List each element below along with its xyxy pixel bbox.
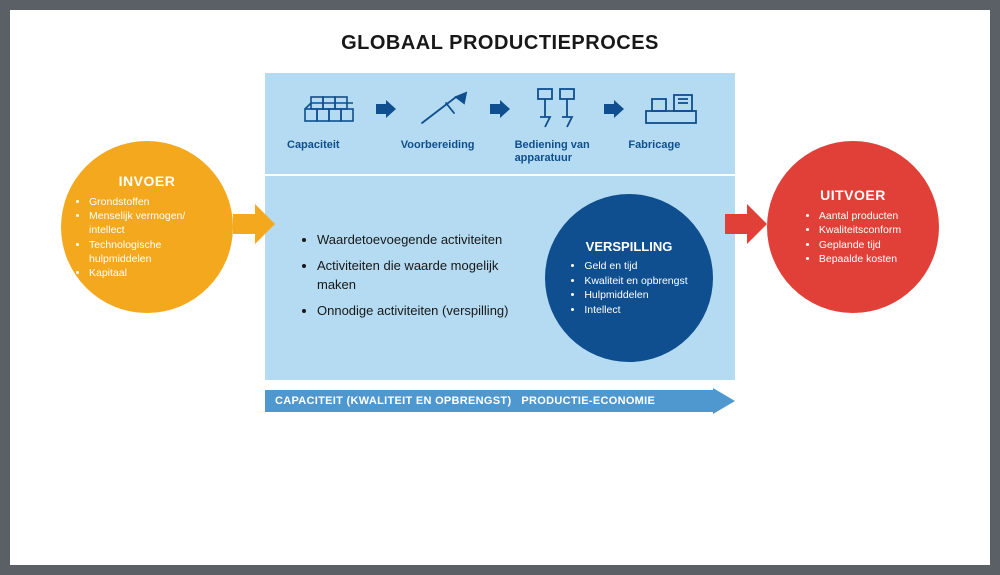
input-item: Technologische hulpmiddelen [89,238,219,266]
activity-item: Onnodige activiteiten (verspilling) [317,301,525,321]
footer-arrow: CAPACITEIT (KWALITEIT EN OPBRENGST) PROD… [265,388,735,414]
waste-list: Geld en tijd Kwaliteit en opbrengst Hulp… [570,259,687,318]
stage-label: Capaciteit [287,139,372,152]
output-circle: UITVOER Aantal producten Kwaliteitsconfo… [767,141,939,313]
stages-band: Capaciteit [265,73,735,176]
output-item: Kwaliteitsconform [819,223,901,237]
stage-fabricage: Fabricage [628,87,713,152]
arrow-right-icon [725,202,767,246]
output-item: Geplande tijd [819,238,901,252]
activity-item: Activiteiten die waarde mogelijk maken [317,256,525,295]
stage-arrow-icon [603,87,624,131]
stage-capaciteit: Capaciteit [287,87,372,152]
waste-heading: VERSPILLING [586,239,673,254]
footer-text-1: CAPACITEIT (KWALITEIT EN OPBRENGST) [275,395,511,407]
arrow-right-icon [713,388,735,414]
stage-bediening: Bediening van apparatuur [515,87,600,164]
output-heading: UITVOER [820,187,886,203]
stage-label: Bediening van apparatuur [515,139,600,164]
output-item: Bepaalde kosten [819,252,901,266]
waste-item: Intellect [584,303,687,318]
stage-arrow-icon [376,87,397,131]
arrow-right-icon [233,202,275,246]
stage-arrow-icon [489,87,510,131]
activities-band: Waardetoevoegende activiteiten Activitei… [265,176,735,380]
preparation-icon [416,87,470,131]
process-panel: Capaciteit [265,73,735,380]
input-list: Grondstoffen Menselijk vermogen/ intelle… [75,195,219,280]
arrow-process-to-output [725,202,767,251]
waste-item: Geld en tijd [584,259,687,274]
main-row: INVOER Grondstoffen Menselijk vermogen/ … [50,73,950,380]
input-item: Menselijk vermogen/ intellect [89,209,219,237]
input-item: Kapitaal [89,266,219,280]
capacity-icon [301,87,357,131]
waste-circle: VERSPILLING Geld en tijd Kwaliteit en op… [545,194,713,362]
stage-row: Capaciteit [287,87,713,164]
footer-text-2: PRODUCTIE-ECONOMIE [521,395,655,407]
page-title: GLOBAAL PRODUCTIEPROCES [50,32,950,55]
diagram-canvas: GLOBAAL PRODUCTIEPROCES INVOER Grondstof… [10,10,990,565]
arrow-input-to-process [233,202,275,251]
stage-label: Voorbereiding [401,139,486,152]
stage-voorbereiding: Voorbereiding [401,87,486,152]
output-item: Aantal producten [819,209,901,223]
equipment-icon [532,87,582,131]
activity-item: Waardetoevoegende activiteiten [317,230,525,250]
stage-label: Fabricage [628,139,713,152]
waste-item: Kwaliteit en opbrengst [584,274,687,289]
input-item: Grondstoffen [89,195,219,209]
waste-item: Hulpmiddelen [584,288,687,303]
output-list: Aantal producten Kwaliteitsconform Gepla… [805,209,901,266]
manufacturing-icon [644,87,698,131]
input-circle: INVOER Grondstoffen Menselijk vermogen/ … [61,141,233,313]
input-heading: INVOER [119,173,176,189]
activities-list: Waardetoevoegende activiteiten Activitei… [295,230,525,326]
